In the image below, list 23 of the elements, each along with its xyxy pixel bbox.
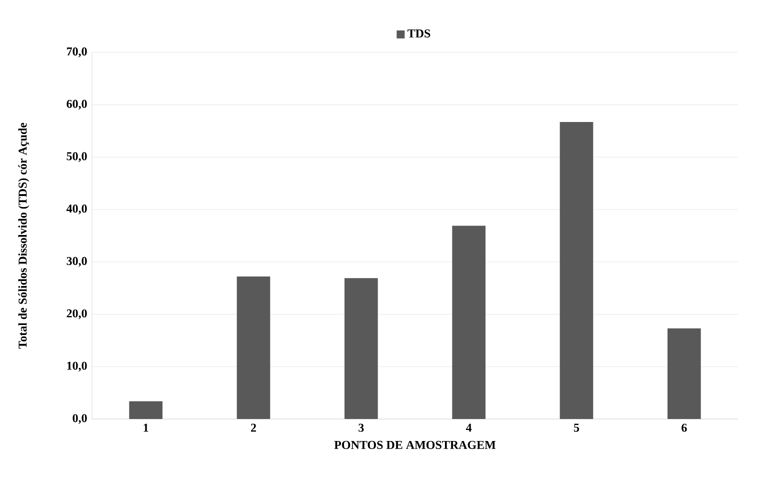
bar — [344, 278, 378, 419]
bar — [236, 276, 270, 419]
x-tick-label: 6 — [682, 424, 687, 432]
y-tick-label: 0,0 — [72, 414, 87, 424]
y-tick-label: 70,0 — [66, 47, 87, 58]
legend-label: TDS — [408, 29, 430, 38]
x-tick-label: 4 — [466, 424, 472, 432]
bar — [452, 226, 486, 419]
y-tick-label: 30,0 — [66, 256, 87, 267]
x-tick-label: 2 — [251, 424, 256, 432]
bar — [668, 328, 701, 419]
bar — [129, 401, 162, 419]
bar — [560, 122, 594, 419]
x-tick-label: 3 — [358, 424, 364, 432]
x-tick-label: 5 — [574, 424, 580, 432]
y-tick-label: 40,0 — [66, 204, 87, 214]
y-tick-label: 20,0 — [66, 309, 87, 320]
y-tick-label: 50,0 — [66, 152, 87, 162]
x-axis-title: PONTOS DE AMOSTRAGEM — [334, 440, 496, 449]
y-tick-label: 10,0 — [67, 362, 87, 372]
y-axis-title: Total de Sólidos Dissolvido (TDS) cór Açude — [18, 122, 30, 349]
x-tick-label: 1 — [144, 424, 148, 432]
y-tick-label: 60,0 — [66, 100, 87, 110]
